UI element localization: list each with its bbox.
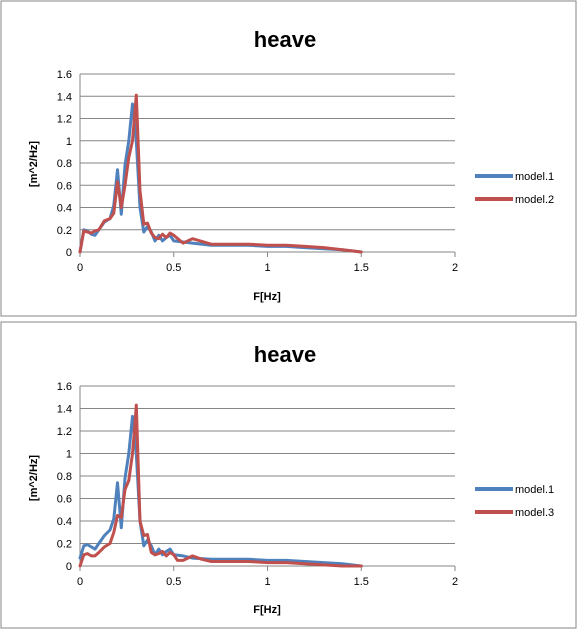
x-tick-label: 2: [452, 262, 458, 274]
legend: model.1 model.2: [475, 171, 554, 206]
y-tick-label: 1: [66, 136, 72, 148]
y-tick-label: 0.6: [57, 494, 72, 506]
y-tick-label: 0.4: [57, 203, 72, 215]
x-tick-label: 2: [452, 576, 458, 588]
y-tick-label: 1.2: [57, 114, 72, 126]
x-tick-label: 0.5: [166, 576, 181, 588]
legend: model.1 model.3: [475, 484, 554, 519]
y-axis-label: [m^2/Hz]: [28, 455, 40, 501]
y-axis-label: [m^2/Hz]: [28, 141, 40, 187]
y-tick-label: 1.6: [57, 381, 72, 393]
x-tick-label: 0.5: [166, 262, 181, 274]
y-tick-label: 1: [66, 449, 72, 461]
y-tick-label: 1.6: [57, 69, 72, 81]
x-tick-label: 0: [77, 576, 83, 588]
y-tick-label: 1.4: [57, 404, 72, 416]
x-tick-label: 1.5: [354, 576, 369, 588]
x-tick-label: 0: [77, 262, 83, 274]
x-tick-label: 1.5: [354, 262, 369, 274]
chart-border: [0, 0, 577, 317]
y-tick-label: 0.6: [57, 180, 72, 192]
y-tick-label: 0.8: [57, 471, 72, 483]
chart-heave-model-1-vs-3: heave [m^2/Hz] F[Hz] 0 0.2 0.4 0.6 0.8 1 1.2 1.…: [0, 321, 577, 629]
y-tick-label: 1.4: [57, 91, 72, 103]
series-line-model-3: [78, 403, 363, 568]
chart-heave-model-1-vs-2: heave [m^2/Hz] F[Hz] 0 0.2 0.4 0.6 0.8 1 1.2 1.…: [0, 0, 577, 317]
x-axis-label: F[Hz]: [253, 604, 281, 616]
x-axis-label: F[Hz]: [253, 291, 281, 303]
legend-label: model.2: [515, 194, 554, 206]
y-tick-label: 1.2: [57, 426, 72, 438]
y-tick-label: 0.2: [57, 539, 72, 551]
x-tick-label: 1: [264, 576, 270, 588]
chart-border: [0, 321, 577, 629]
y-tick-label: 0.4: [57, 516, 72, 528]
chart-title: heave: [254, 342, 316, 367]
y-tick-label: 0: [66, 247, 72, 259]
y-tick-label: 0.8: [57, 158, 72, 170]
plot-area: 0 0.2 0.4 0.6 0.8 1 1.2 1.4 1.6 0 0.5 1 1.5 2: [57, 69, 458, 274]
x-tick-label: 1: [264, 262, 270, 274]
legend-label: model.1: [515, 484, 554, 496]
legend-label: model.1: [515, 171, 554, 183]
y-tick-label: 0: [66, 561, 72, 573]
plot-area: 0 0.2 0.4 0.6 0.8 1 1.2 1.4 1.6 0 0.5 1 1.5 2: [57, 381, 458, 588]
series-line-model-2: [78, 93, 363, 254]
y-tick-label: 0.2: [57, 225, 72, 237]
legend-label: model.3: [515, 507, 554, 519]
chart-title: heave: [254, 27, 316, 52]
